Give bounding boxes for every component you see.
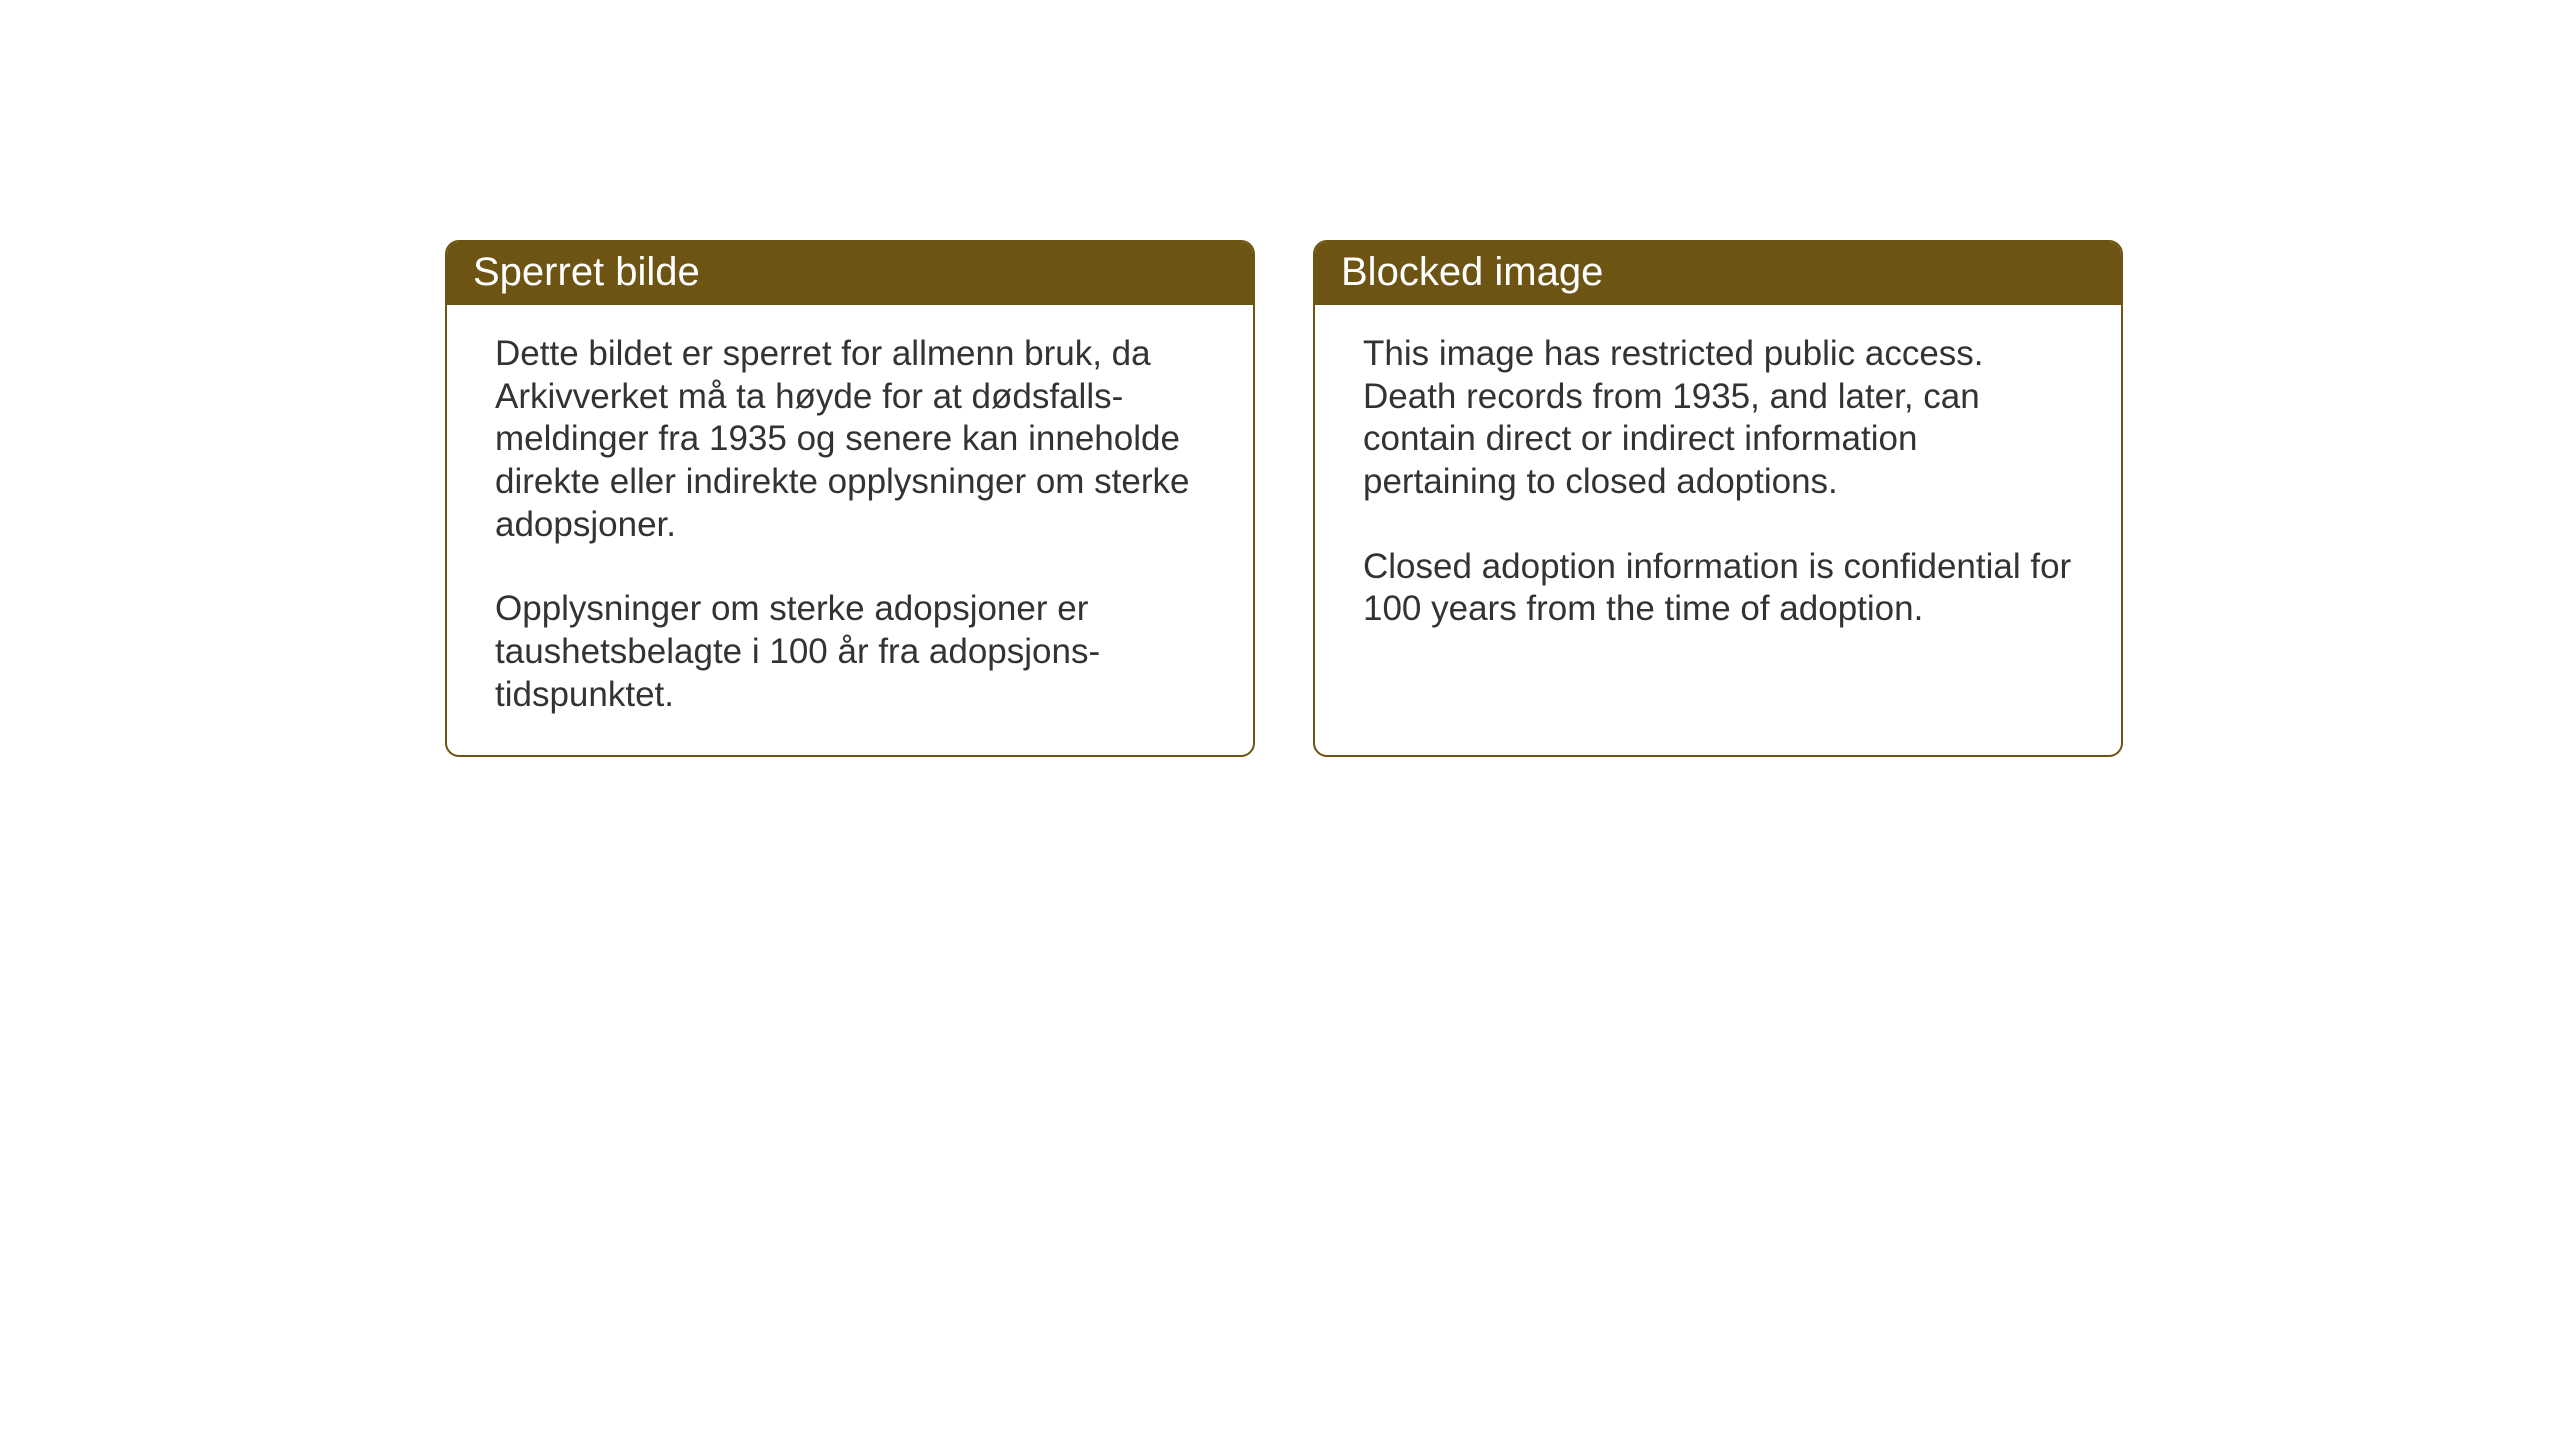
notice-container: Sperret bilde Dette bildet er sperret fo… [445,240,2123,757]
card-title-english: Blocked image [1341,250,1603,294]
card-header-english: Blocked image [1315,242,2121,305]
notice-card-norwegian: Sperret bilde Dette bildet er sperret fo… [445,240,1255,757]
paragraph-1-norwegian: Dette bildet er sperret for allmenn bruk… [495,333,1205,546]
paragraph-1-english: This image has restricted public access.… [1363,333,2073,504]
notice-card-english: Blocked image This image has restricted … [1313,240,2123,757]
card-title-norwegian: Sperret bilde [473,250,700,294]
card-header-norwegian: Sperret bilde [447,242,1253,305]
card-body-english: This image has restricted public access.… [1315,305,2121,669]
card-body-norwegian: Dette bildet er sperret for allmenn bruk… [447,305,1253,755]
paragraph-2-english: Closed adoption information is confident… [1363,546,2073,631]
paragraph-2-norwegian: Opplysninger om sterke adopsjoner er tau… [495,588,1205,716]
